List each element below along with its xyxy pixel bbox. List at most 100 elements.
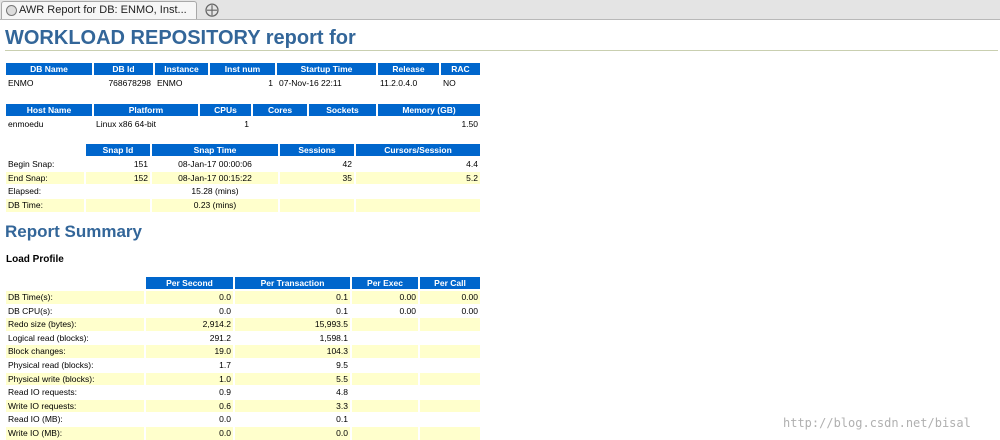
table-cell: 2,914.2: [146, 318, 233, 331]
row-label: Read IO requests:: [8, 387, 77, 398]
watermark: http://blog.csdn.net/bisal: [783, 416, 971, 430]
table-header: Per Second: [146, 277, 233, 289]
table-header: Sockets: [309, 104, 376, 116]
table-header: Release: [378, 63, 439, 75]
table-cell: [420, 345, 480, 358]
table-cell: Linux x86 64-bit: [96, 119, 157, 129]
table-cell: 5.5: [235, 372, 350, 386]
table-cell: 0.0: [219, 305, 231, 316]
table-cell: [352, 318, 418, 331]
table-cell: 9.5: [336, 360, 348, 370]
table-cell: 3.3: [235, 399, 350, 413]
table-cell: 4.8: [336, 387, 348, 398]
table-cell: 1,598.1: [319, 332, 348, 343]
row-label: ENMO: [8, 78, 34, 88]
row-label: End Snap:: [6, 171, 84, 185]
browser-tab[interactable]: AWR Report for DB: ENMO, Inst...: [1, 1, 197, 19]
table-cell: 0.23 (mins): [152, 199, 278, 212]
row-label: Physical read (blocks):: [8, 360, 94, 370]
table-cell: 1.50: [461, 119, 478, 129]
table-cell: 1.7: [219, 360, 231, 370]
tab-bar: AWR Report for DB: ENMO, Inst... ⨁: [0, 0, 1000, 20]
row-label: Write IO requests:: [6, 399, 144, 413]
table-cell: [309, 118, 376, 130]
table-header: Host Name: [6, 104, 92, 116]
table-cell: 0.1: [235, 291, 350, 304]
new-tab-button[interactable]: ⨁: [205, 1, 219, 17]
table-cell: 0.1: [336, 305, 348, 316]
report-title: WORKLOAD REPOSITORY report for: [5, 27, 356, 49]
table-cell: [420, 318, 480, 331]
table-cell: 15.28 (mins): [191, 186, 239, 197]
table-cell: 1: [244, 119, 249, 129]
summary-heading: Report Summary: [5, 222, 142, 241]
table-header: DB Id: [94, 63, 153, 75]
table-cell: [352, 372, 418, 386]
table-header: Sessions: [280, 144, 354, 156]
table-cell: [420, 427, 480, 440]
table-cell: [86, 199, 150, 212]
table-cell: [352, 345, 418, 358]
table-header: Cursors/Session: [356, 144, 480, 156]
table-cell: 104.3: [235, 345, 350, 358]
table-cell: [352, 399, 418, 413]
table-header: Per Call: [420, 277, 480, 289]
table-cell: 0.6: [146, 399, 233, 413]
table-cell: ENMO: [157, 78, 183, 88]
table-cell: 0.1: [336, 414, 348, 425]
row-label: DB Time:: [6, 199, 84, 212]
table-cell: [420, 359, 480, 372]
table-cell: 0.00: [461, 305, 478, 316]
table-cell: [420, 399, 480, 413]
table-header: Snap Id: [86, 144, 150, 156]
table-cell: [352, 386, 418, 399]
table-cell: [280, 185, 354, 198]
table-cell: 0.9: [219, 387, 231, 398]
table-cell: [253, 118, 307, 130]
table-header: Startup Time: [277, 63, 376, 75]
row-label: Read IO (MB):: [8, 414, 63, 425]
row-label: DB CPU(s):: [8, 305, 53, 316]
table-cell: [352, 413, 418, 426]
row-label: Redo size (bytes):: [6, 318, 144, 331]
table-cell: 19.0: [146, 345, 233, 358]
table-cell: 15,993.5: [235, 318, 350, 331]
table-header: Cores: [253, 104, 307, 116]
table-cell: 768678298: [108, 78, 151, 88]
table-cell: 1.0: [146, 372, 233, 386]
table-cell: 291.2: [209, 332, 231, 343]
row-label: Write IO (MB):: [6, 427, 144, 440]
table-header: RAC: [441, 63, 480, 75]
table-header: Memory (GB): [378, 104, 480, 116]
table-cell: [356, 185, 480, 198]
table-header: DB Name: [6, 63, 92, 75]
table-cell: 35: [280, 171, 354, 185]
load-profile-heading: Load Profile: [6, 254, 64, 265]
row-label: Logical read (blocks):: [8, 332, 89, 343]
table-header: Instance: [155, 63, 208, 75]
table-cell: 0.0: [146, 291, 233, 304]
row-label: Physical write (blocks):: [6, 372, 144, 386]
table-cell: [420, 372, 480, 386]
table-cell: 0.0: [219, 414, 231, 425]
table-cell: 08-Jan-17 00:00:06: [178, 159, 252, 169]
table-cell: [352, 359, 418, 372]
table-cell: [356, 199, 480, 212]
title-rule: [5, 50, 998, 51]
table-cell: [352, 332, 418, 345]
table-cell: 5.2: [356, 171, 480, 185]
table-cell: 0.00: [399, 305, 416, 316]
table-cell: [420, 386, 480, 399]
table-cell: 151: [133, 159, 148, 169]
row-label: Elapsed:: [8, 186, 42, 197]
table-cell: 152: [86, 171, 150, 185]
table-header: Per Exec: [352, 277, 418, 289]
row-label: Block changes:: [6, 345, 144, 358]
table-cell: 0.0: [146, 427, 233, 440]
table-cell: 42: [342, 159, 352, 169]
table-cell: [420, 413, 480, 426]
row-label: DB Time(s):: [6, 291, 144, 304]
row-label: Begin Snap:: [8, 159, 55, 169]
